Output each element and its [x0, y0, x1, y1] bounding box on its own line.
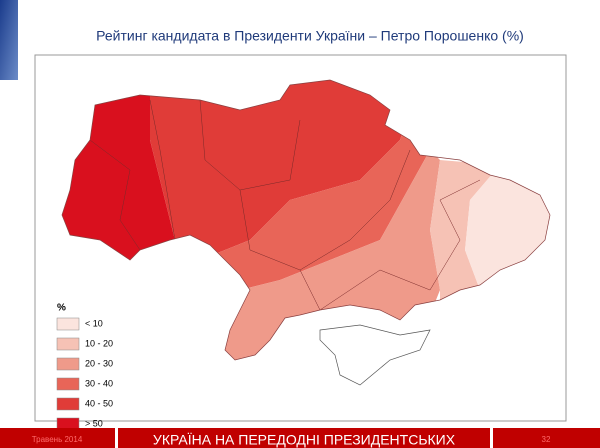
slide-title: Рейтинг кандидата в Президенти України –… — [96, 28, 524, 44]
border — [149, 99, 176, 241]
footer-banner: УКРАЇНА НА ПЕРЕДОДНІ ПРЕЗИДЕНТСЬКИХ — [153, 432, 456, 448]
legend-label: < 10 — [85, 318, 103, 328]
legend-swatch — [56, 337, 80, 351]
footer-page-box — [493, 428, 600, 448]
region-band — [200, 80, 440, 290]
region-band — [430, 160, 500, 320]
legend-label: 10 - 20 — [85, 338, 113, 348]
corner-decoration — [0, 0, 18, 80]
legend-label: 40 - 50 — [85, 398, 113, 408]
legend-swatch — [56, 377, 80, 391]
country-outline — [61, 79, 551, 361]
legend-swatch — [56, 397, 80, 411]
legend-label: > 50 — [85, 418, 103, 428]
border — [89, 139, 141, 251]
border — [239, 149, 411, 271]
footer-page: 32 — [542, 435, 551, 444]
legend-label: 30 - 40 — [85, 378, 113, 388]
legend: % < 10 10 - 20 20 - 30 30 - 40 40 - 50 > 50 — [56, 303, 113, 431]
footer-date-box — [0, 428, 115, 448]
legend-title: % — [57, 303, 66, 314]
crimea — [319, 324, 431, 386]
footer-date: Травень 2014 — [32, 435, 83, 444]
legend-label: 20 - 30 — [85, 358, 113, 368]
footer-banner-box — [118, 428, 490, 448]
legend-swatch — [56, 357, 80, 371]
region-band — [150, 80, 420, 260]
legend-swatch — [56, 317, 80, 331]
